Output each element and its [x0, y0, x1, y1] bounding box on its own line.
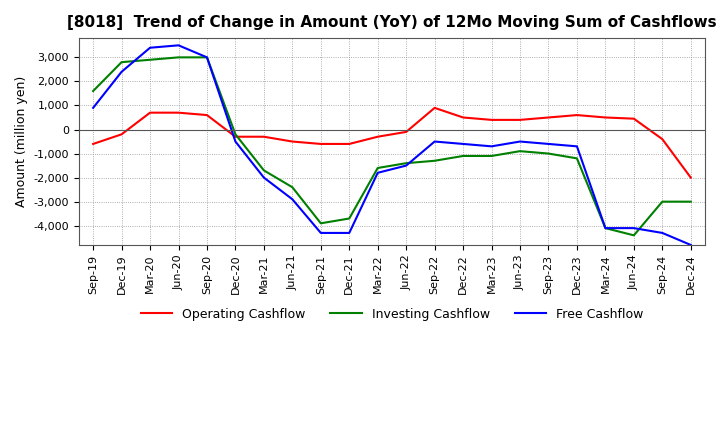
Line: Free Cashflow: Free Cashflow: [93, 45, 690, 245]
Operating Cashflow: [374, 134, 382, 139]
Operating Cashflow: [601, 115, 610, 120]
Free Cashflow: [544, 141, 553, 147]
Operating Cashflow: [572, 113, 581, 118]
Operating Cashflow: [629, 116, 638, 121]
Investing Cashflow: [459, 153, 467, 158]
Y-axis label: Amount (million yen): Amount (million yen): [15, 76, 28, 207]
Operating Cashflow: [544, 115, 553, 120]
Operating Cashflow: [459, 115, 467, 120]
Free Cashflow: [174, 43, 183, 48]
Free Cashflow: [231, 139, 240, 144]
Free Cashflow: [487, 144, 496, 149]
Free Cashflow: [89, 105, 97, 110]
Investing Cashflow: [288, 185, 297, 190]
Investing Cashflow: [544, 151, 553, 156]
Operating Cashflow: [260, 134, 269, 139]
Free Cashflow: [601, 225, 610, 231]
Investing Cashflow: [374, 165, 382, 171]
Free Cashflow: [288, 197, 297, 202]
Investing Cashflow: [601, 225, 610, 231]
Free Cashflow: [658, 230, 667, 235]
Line: Investing Cashflow: Investing Cashflow: [93, 57, 690, 235]
Investing Cashflow: [431, 158, 439, 163]
Free Cashflow: [117, 69, 126, 74]
Investing Cashflow: [317, 221, 325, 226]
Free Cashflow: [516, 139, 524, 144]
Operating Cashflow: [402, 129, 410, 135]
Free Cashflow: [629, 225, 638, 231]
Operating Cashflow: [317, 141, 325, 147]
Operating Cashflow: [202, 113, 211, 118]
Investing Cashflow: [260, 168, 269, 173]
Investing Cashflow: [516, 149, 524, 154]
Investing Cashflow: [231, 132, 240, 137]
Line: Operating Cashflow: Operating Cashflow: [93, 108, 690, 178]
Operating Cashflow: [117, 132, 126, 137]
Free Cashflow: [374, 170, 382, 176]
Free Cashflow: [317, 230, 325, 235]
Free Cashflow: [686, 242, 695, 248]
Operating Cashflow: [516, 117, 524, 122]
Operating Cashflow: [487, 117, 496, 122]
Investing Cashflow: [487, 153, 496, 158]
Operating Cashflow: [288, 139, 297, 144]
Investing Cashflow: [202, 55, 211, 60]
Operating Cashflow: [231, 134, 240, 139]
Operating Cashflow: [145, 110, 154, 115]
Operating Cashflow: [345, 141, 354, 147]
Free Cashflow: [202, 55, 211, 60]
Operating Cashflow: [686, 175, 695, 180]
Investing Cashflow: [145, 57, 154, 62]
Title: [8018]  Trend of Change in Amount (YoY) of 12Mo Moving Sum of Cashflows: [8018] Trend of Change in Amount (YoY) o…: [67, 15, 717, 30]
Operating Cashflow: [174, 110, 183, 115]
Investing Cashflow: [345, 216, 354, 221]
Investing Cashflow: [686, 199, 695, 204]
Operating Cashflow: [431, 105, 439, 110]
Investing Cashflow: [117, 59, 126, 65]
Investing Cashflow: [572, 156, 581, 161]
Investing Cashflow: [629, 233, 638, 238]
Free Cashflow: [345, 230, 354, 235]
Investing Cashflow: [402, 161, 410, 166]
Free Cashflow: [402, 163, 410, 168]
Investing Cashflow: [89, 88, 97, 94]
Free Cashflow: [145, 45, 154, 50]
Free Cashflow: [431, 139, 439, 144]
Free Cashflow: [260, 175, 269, 180]
Operating Cashflow: [89, 141, 97, 147]
Investing Cashflow: [174, 55, 183, 60]
Legend: Operating Cashflow, Investing Cashflow, Free Cashflow: Operating Cashflow, Investing Cashflow, …: [135, 303, 648, 326]
Investing Cashflow: [658, 199, 667, 204]
Free Cashflow: [572, 144, 581, 149]
Free Cashflow: [459, 141, 467, 147]
Operating Cashflow: [658, 136, 667, 142]
